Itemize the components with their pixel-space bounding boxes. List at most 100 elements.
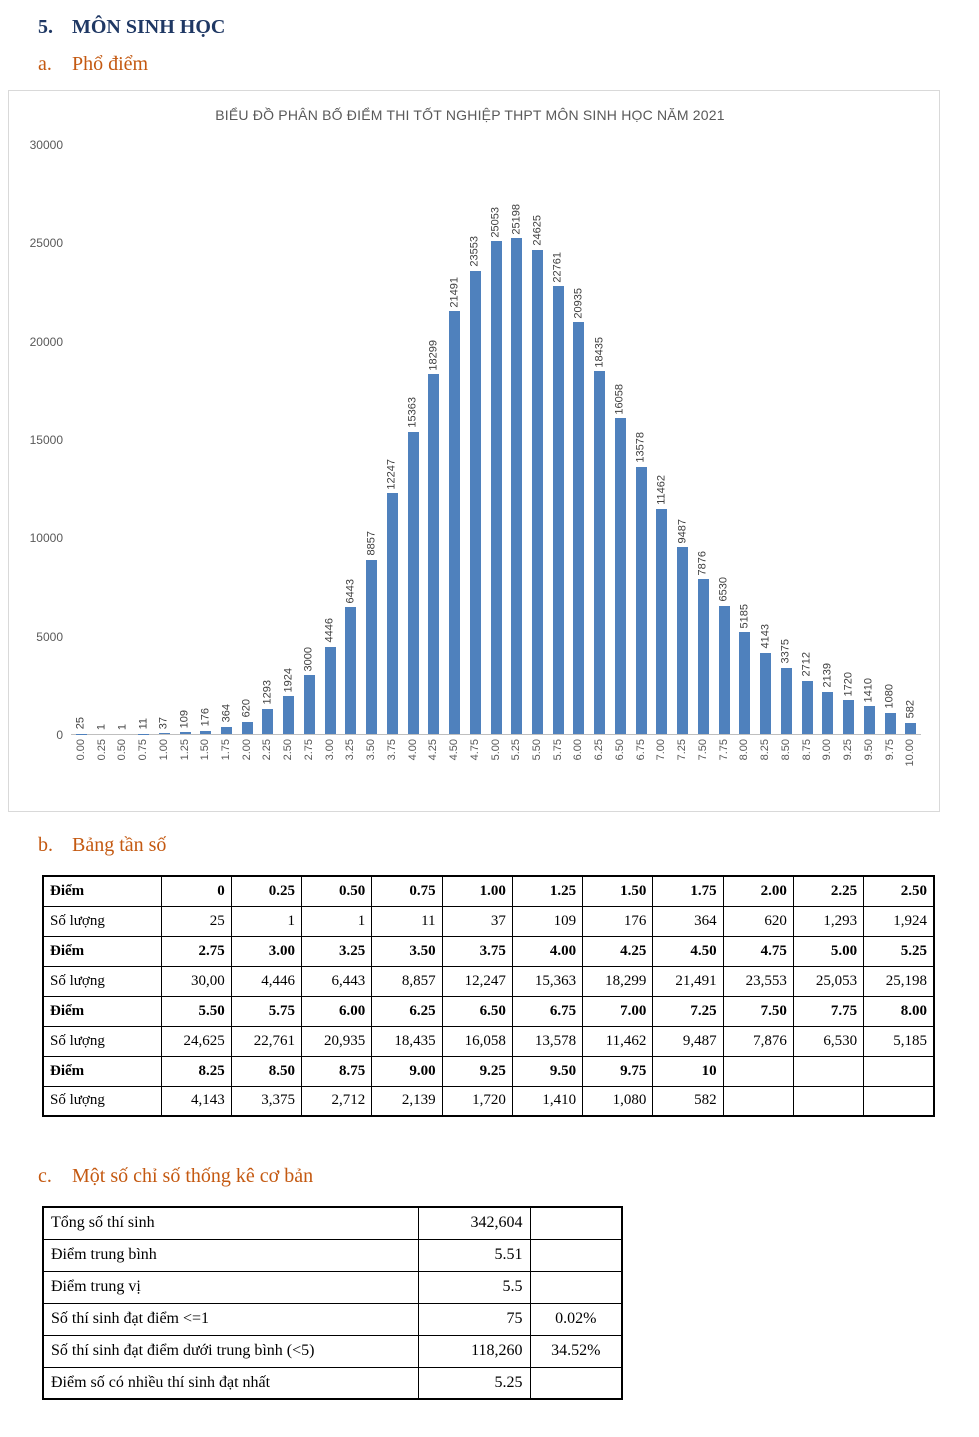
x-label-column: 2.75 <box>299 735 320 783</box>
bar <box>76 734 87 735</box>
stats-value: 5.5 <box>418 1271 530 1303</box>
freq-cell: 1,293 <box>793 906 863 936</box>
x-label-column: 8.25 <box>755 735 776 783</box>
x-label-column: 7.50 <box>693 735 714 783</box>
x-label-column: 1.25 <box>175 735 196 783</box>
bar-column: 176 <box>195 145 216 734</box>
bar-column: 1293 <box>258 145 279 734</box>
freq-cell: 6,443 <box>302 966 372 996</box>
stats-label: Điểm trung vị <box>43 1271 418 1303</box>
x-label-column: 4.50 <box>444 735 465 783</box>
freq-cell <box>793 1086 863 1116</box>
stats-label: Số thí sinh đạt điểm dưới trung bình (<5… <box>43 1335 418 1367</box>
x-axis-label: 8.25 <box>760 739 771 760</box>
bar <box>325 647 336 734</box>
bar <box>283 696 294 734</box>
stats-label: Tổng số thí sinh <box>43 1207 418 1239</box>
freq-cell <box>864 1056 934 1086</box>
stats-value: 342,604 <box>418 1207 530 1239</box>
bar <box>905 723 916 734</box>
bar-column: 6530 <box>714 145 735 734</box>
x-label-column: 0.25 <box>92 735 113 783</box>
x-label-column: 9.00 <box>817 735 838 783</box>
bar-value-label: 13578 <box>636 432 647 463</box>
freq-cell: 8,857 <box>372 966 442 996</box>
subsection-b-letter: b. <box>38 834 72 857</box>
freq-cell: 7.75 <box>793 996 863 1026</box>
x-axis-label: 2.75 <box>304 739 315 760</box>
bar-value-label: 109 <box>180 710 191 728</box>
bar-value-label: 25 <box>76 717 87 729</box>
section-heading: 5.MÔN SINH HỌC <box>38 16 979 39</box>
x-axis-label: 8.50 <box>781 739 792 760</box>
x-axis-label: 9.00 <box>822 739 833 760</box>
freq-cell: 25 <box>161 906 231 936</box>
freq-cell: 1,720 <box>442 1086 512 1116</box>
chart-title: BIỂU ĐỒ PHÂN BỐ ĐIỂM THI TỐT NGHIỆP THPT… <box>19 107 921 123</box>
freq-cell: 5,185 <box>864 1026 934 1056</box>
freq-cell: 3,375 <box>231 1086 301 1116</box>
stats-percent <box>530 1239 622 1271</box>
subsection-a-letter: a. <box>38 53 72 76</box>
x-label-column: 6.00 <box>569 735 590 783</box>
bar-column: 12247 <box>382 145 403 734</box>
x-axis-label: 1.25 <box>180 739 191 760</box>
y-axis-label: 10000 <box>30 531 63 545</box>
bar-column: 2139 <box>817 145 838 734</box>
freq-row-header: Số lượng <box>43 906 161 936</box>
x-axis-label: 7.75 <box>719 739 730 760</box>
x-label-column: 6.75 <box>631 735 652 783</box>
bar-value-label: 24625 <box>532 215 543 246</box>
x-label-column: 9.25 <box>838 735 859 783</box>
bar <box>781 668 792 734</box>
x-axis-label: 4.25 <box>428 739 439 760</box>
y-axis-label: 0 <box>56 728 63 742</box>
bar-column: 620 <box>237 145 258 734</box>
bar <box>636 467 647 734</box>
freq-cell: 0 <box>161 876 231 906</box>
bar-value-label: 2712 <box>802 652 813 676</box>
bar-column: 1924 <box>278 145 299 734</box>
bar-column: 582 <box>900 145 921 734</box>
subsection-c-heading: c.Một số chỉ số thống kê cơ bản <box>38 1165 979 1188</box>
bar-column: 1 <box>112 145 133 734</box>
bar <box>200 731 211 735</box>
bar-value-label: 25053 <box>491 207 502 238</box>
freq-cell: 8.50 <box>231 1056 301 1086</box>
x-axis-label: 0.00 <box>76 739 87 760</box>
freq-cell: 109 <box>512 906 582 936</box>
freq-cell: 7,876 <box>723 1026 793 1056</box>
bar-value-label: 11 <box>138 718 149 729</box>
x-label-column: 1.00 <box>154 735 175 783</box>
stats-percent <box>530 1271 622 1303</box>
bar-value-label: 9487 <box>677 519 688 543</box>
bar <box>760 653 771 735</box>
bar-value-label: 1293 <box>262 680 273 704</box>
bar <box>242 722 253 734</box>
x-label-column: 4.75 <box>465 735 486 783</box>
freq-cell: 9,487 <box>653 1026 723 1056</box>
x-label-column: 7.25 <box>672 735 693 783</box>
freq-cell: 5.50 <box>161 996 231 1026</box>
bar-column: 25 <box>71 145 92 734</box>
freq-cell: 18,435 <box>372 1026 442 1056</box>
x-label-column: 8.00 <box>735 735 756 783</box>
freq-cell: 30,00 <box>161 966 231 996</box>
x-label-column: 3.25 <box>341 735 362 783</box>
bar <box>470 271 481 734</box>
bar-column: 11462 <box>652 145 673 734</box>
x-axis-label: 5.50 <box>532 739 543 760</box>
stats-label: Số thí sinh đạt điểm <=1 <box>43 1303 418 1335</box>
bar <box>345 607 356 734</box>
x-axis-label: 4.75 <box>470 739 481 760</box>
bar-column: 25198 <box>506 145 527 734</box>
freq-cell: 9.25 <box>442 1056 512 1086</box>
bar-column: 9487 <box>672 145 693 734</box>
x-axis-label: 7.50 <box>698 739 709 760</box>
freq-cell: 1.75 <box>653 876 723 906</box>
stats-percent <box>530 1367 622 1399</box>
